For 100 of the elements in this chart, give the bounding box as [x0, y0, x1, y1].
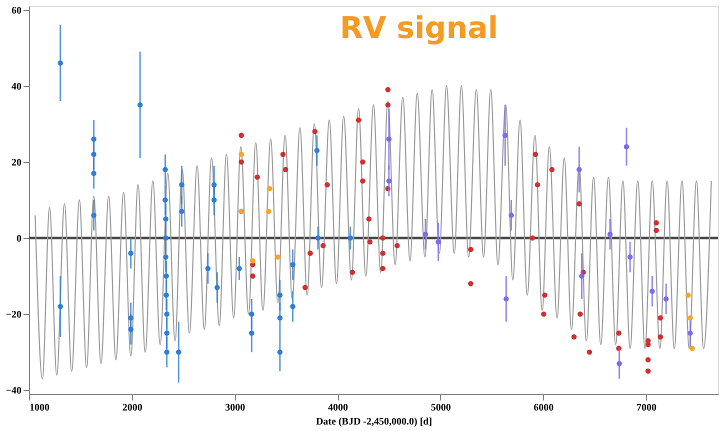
point	[504, 296, 509, 302]
point	[586, 350, 592, 355]
point	[578, 311, 583, 317]
point	[650, 288, 655, 294]
point	[688, 315, 693, 321]
point	[645, 338, 651, 344]
point	[645, 368, 651, 374]
point	[616, 330, 622, 336]
point	[58, 60, 64, 66]
point	[468, 281, 474, 286]
point	[658, 334, 664, 340]
point	[137, 102, 143, 108]
point	[314, 148, 320, 154]
point	[254, 174, 260, 180]
point	[128, 250, 134, 256]
point	[91, 136, 96, 142]
point	[91, 170, 96, 176]
y-tick-label: −20	[6, 310, 22, 321]
point	[164, 273, 169, 279]
point	[654, 228, 659, 234]
point	[162, 197, 168, 203]
point	[312, 128, 318, 134]
point	[162, 166, 168, 172]
point	[164, 292, 169, 298]
point	[58, 304, 64, 310]
x-tick-label: 5000	[430, 402, 451, 414]
point	[315, 235, 321, 241]
point	[436, 239, 441, 244]
x-tick-label: 4000	[328, 402, 348, 414]
point	[164, 330, 170, 336]
point	[211, 182, 217, 188]
point	[236, 266, 242, 272]
point	[91, 152, 96, 157]
point	[508, 212, 514, 218]
point	[266, 186, 272, 192]
point	[542, 292, 548, 298]
x-axis-title: Date (BJD -2,450,000.0) [d]	[316, 416, 432, 428]
point	[179, 182, 184, 188]
point	[128, 326, 134, 332]
point	[654, 220, 659, 226]
point	[277, 315, 283, 321]
point	[576, 201, 582, 206]
point	[320, 243, 326, 248]
point	[176, 350, 182, 355]
point	[238, 159, 244, 165]
point	[380, 250, 386, 256]
point	[686, 292, 691, 298]
x-tick-label: 6000	[534, 402, 554, 414]
point	[214, 284, 220, 290]
y-tick-label: 0	[16, 234, 22, 245]
x-tick-label: 3000	[225, 402, 246, 414]
point	[360, 178, 366, 184]
point	[360, 159, 366, 165]
point	[422, 232, 428, 237]
point	[248, 330, 254, 336]
point	[356, 117, 362, 123]
point	[250, 258, 256, 264]
point	[302, 284, 308, 290]
y-tick-label: 60	[12, 5, 22, 16]
point	[532, 152, 538, 157]
point	[386, 178, 392, 184]
x-tick-label: 2000	[122, 402, 142, 414]
point	[211, 197, 217, 203]
point	[534, 182, 540, 188]
point	[579, 273, 584, 279]
point	[280, 152, 286, 157]
point	[380, 266, 386, 272]
y-tick-label: −40	[6, 386, 22, 397]
point	[571, 334, 577, 340]
point	[624, 144, 630, 150]
point	[645, 357, 651, 362]
point	[380, 235, 386, 241]
point	[91, 212, 96, 218]
point	[468, 246, 474, 252]
point	[290, 262, 296, 268]
point	[688, 330, 693, 336]
point	[607, 232, 613, 237]
point	[530, 235, 536, 241]
point	[164, 350, 170, 355]
point	[502, 132, 508, 138]
point	[690, 346, 695, 351]
point	[163, 216, 168, 222]
point	[128, 315, 134, 321]
point	[350, 270, 356, 275]
point	[179, 208, 184, 214]
point	[367, 239, 373, 244]
point	[238, 152, 244, 157]
point	[163, 235, 168, 241]
x-tick-label: 7000	[636, 402, 657, 414]
point	[627, 254, 633, 260]
point	[238, 132, 244, 138]
y-tick-label: 40	[12, 81, 22, 92]
line-series	[34, 85, 712, 380]
point	[394, 243, 400, 248]
point	[616, 360, 622, 366]
point	[324, 182, 330, 188]
point	[266, 208, 272, 214]
point	[576, 166, 582, 172]
point	[366, 216, 372, 222]
point	[282, 166, 288, 172]
